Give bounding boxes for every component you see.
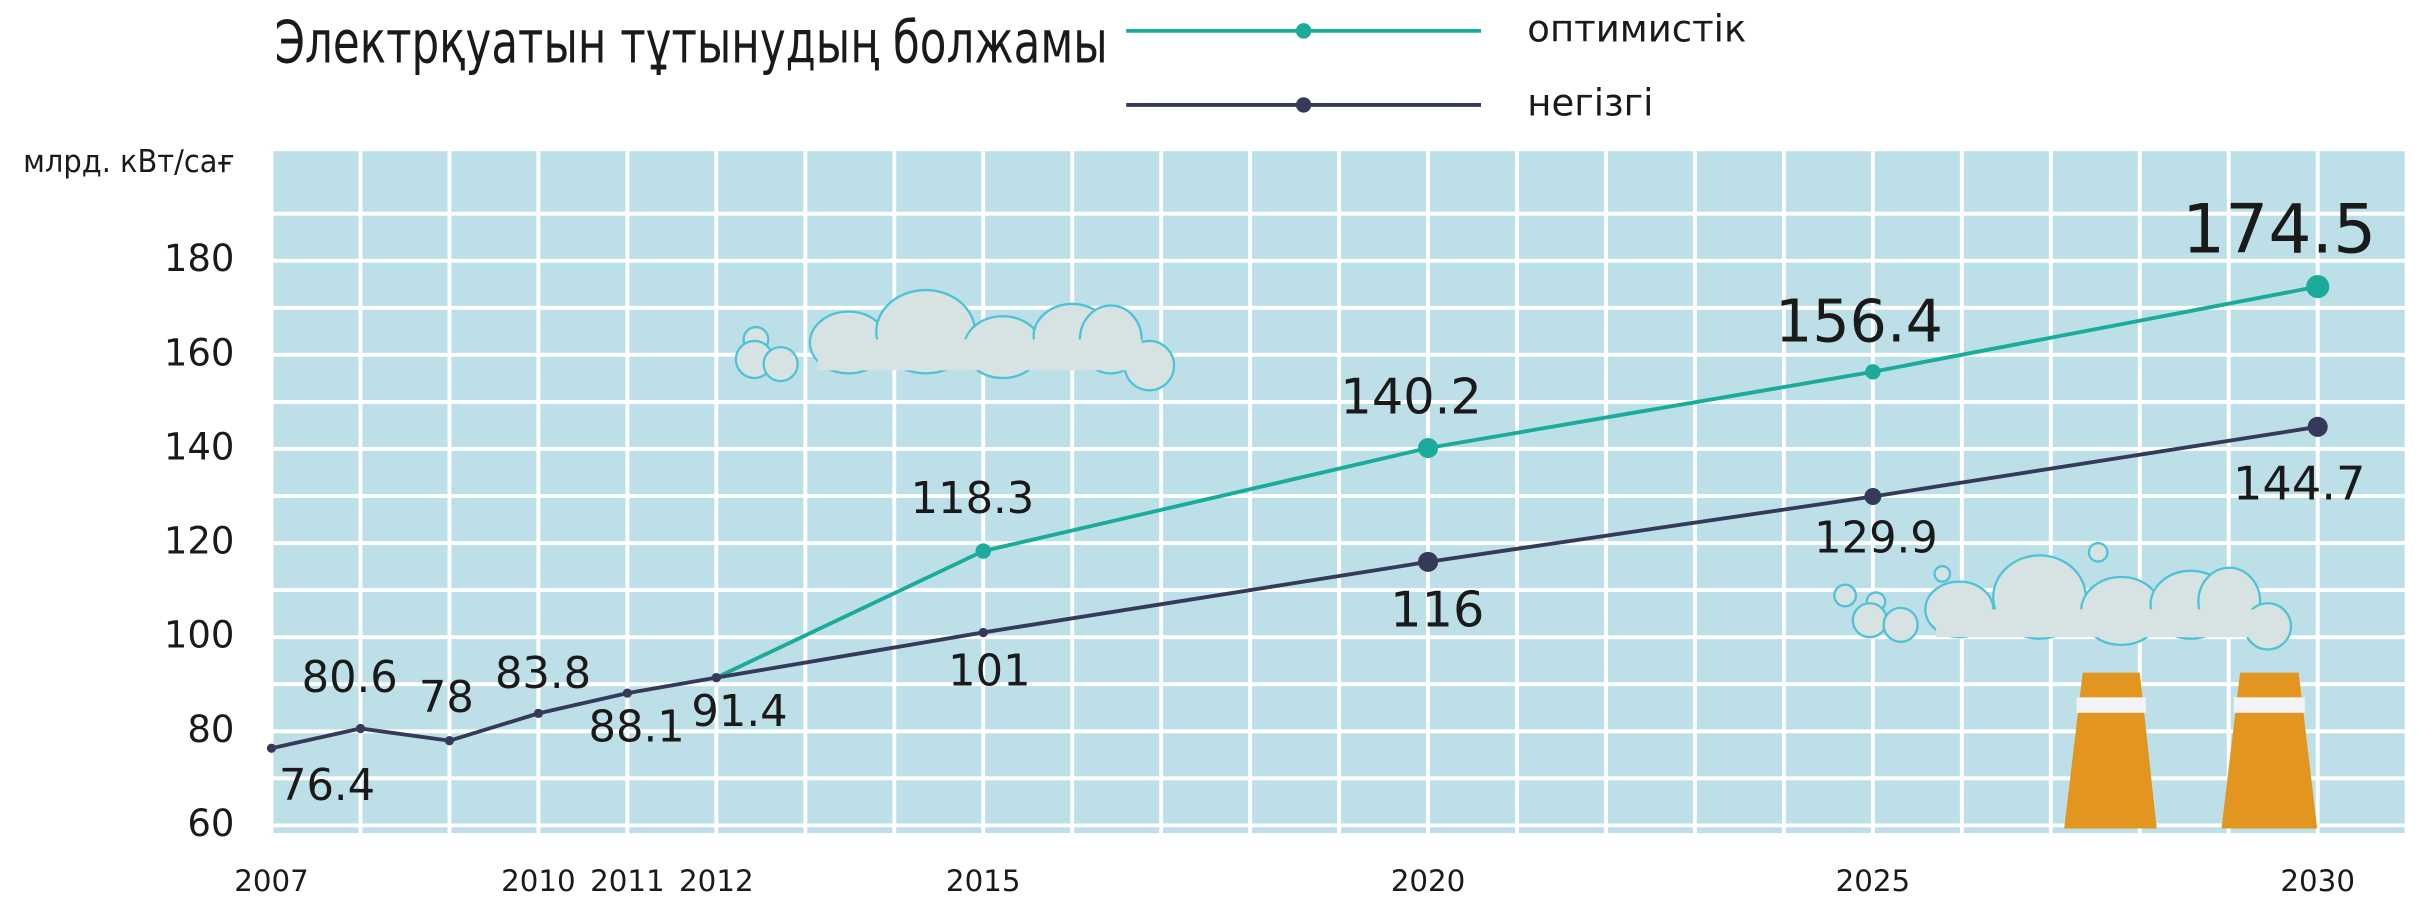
data-label: 91.4 bbox=[691, 687, 787, 737]
data-point bbox=[1418, 437, 1439, 459]
data-point bbox=[533, 708, 544, 719]
data-point bbox=[444, 736, 455, 746]
y-axis-label: млрд. кВт/сағ bbox=[23, 144, 234, 180]
y-tick-label: 180 bbox=[164, 237, 235, 280]
cloud bbox=[734, 288, 1176, 392]
y-tick-label: 160 bbox=[164, 331, 235, 374]
data-label: 83.8 bbox=[495, 649, 591, 699]
data-label: 156.4 bbox=[1775, 288, 1943, 356]
x-tick-label: 2020 bbox=[1391, 864, 1466, 898]
data-point bbox=[2306, 275, 2330, 299]
legend-marker bbox=[1295, 97, 1312, 113]
data-label: 118.3 bbox=[911, 474, 1035, 524]
legend: оптимистік негізгі bbox=[1126, 7, 1746, 124]
data-label: 144.7 bbox=[2233, 457, 2365, 511]
data-label: 129.9 bbox=[1814, 514, 1938, 564]
y-tick-label: 80 bbox=[187, 708, 234, 751]
data-label: 116 bbox=[1390, 580, 1484, 638]
x-tick-label: 2011 bbox=[590, 864, 665, 898]
legend-marker bbox=[1295, 23, 1312, 39]
data-point bbox=[622, 688, 633, 698]
data-point bbox=[266, 743, 277, 753]
x-tick-label: 2007 bbox=[234, 864, 309, 898]
data-point bbox=[355, 723, 366, 734]
data-label: 140.2 bbox=[1340, 368, 1481, 426]
data-point bbox=[1864, 487, 1882, 505]
y-tick-label: 120 bbox=[164, 520, 235, 563]
data-label: 78 bbox=[419, 673, 474, 723]
y-tick-label: 140 bbox=[164, 425, 235, 468]
data-label: 174.5 bbox=[2182, 191, 2376, 270]
legend-label: негізгі bbox=[1527, 81, 1653, 124]
series-line bbox=[271, 424, 2318, 751]
data-point bbox=[978, 627, 988, 638]
marks bbox=[266, 275, 2330, 753]
x-tick-label: 2010 bbox=[501, 864, 576, 898]
y-tick-label: 100 bbox=[164, 614, 235, 657]
data-point bbox=[975, 543, 991, 559]
data-point bbox=[2307, 416, 2328, 437]
chart-title: Электрқуатын тұтынудың болжамы bbox=[275, 8, 1108, 76]
chimney bbox=[2064, 672, 2318, 829]
legend-label: оптимистік bbox=[1527, 7, 1746, 50]
data-point bbox=[1418, 551, 1439, 572]
data-point bbox=[1865, 364, 1881, 380]
data-label: 76.4 bbox=[279, 761, 375, 811]
x-tick-label: 2012 bbox=[679, 864, 754, 898]
cloud bbox=[1833, 541, 2293, 651]
data-point bbox=[711, 673, 721, 683]
data-label: 101 bbox=[948, 647, 1030, 697]
grid bbox=[269, 151, 2409, 834]
y-tick-label: 60 bbox=[187, 802, 234, 845]
data-label: 88.1 bbox=[589, 703, 685, 753]
x-tick-label: 2025 bbox=[1836, 864, 1911, 898]
x-tick-label: 2030 bbox=[2280, 864, 2355, 898]
data-label: 80.6 bbox=[302, 653, 398, 703]
x-tick-label: 2015 bbox=[946, 864, 1021, 898]
